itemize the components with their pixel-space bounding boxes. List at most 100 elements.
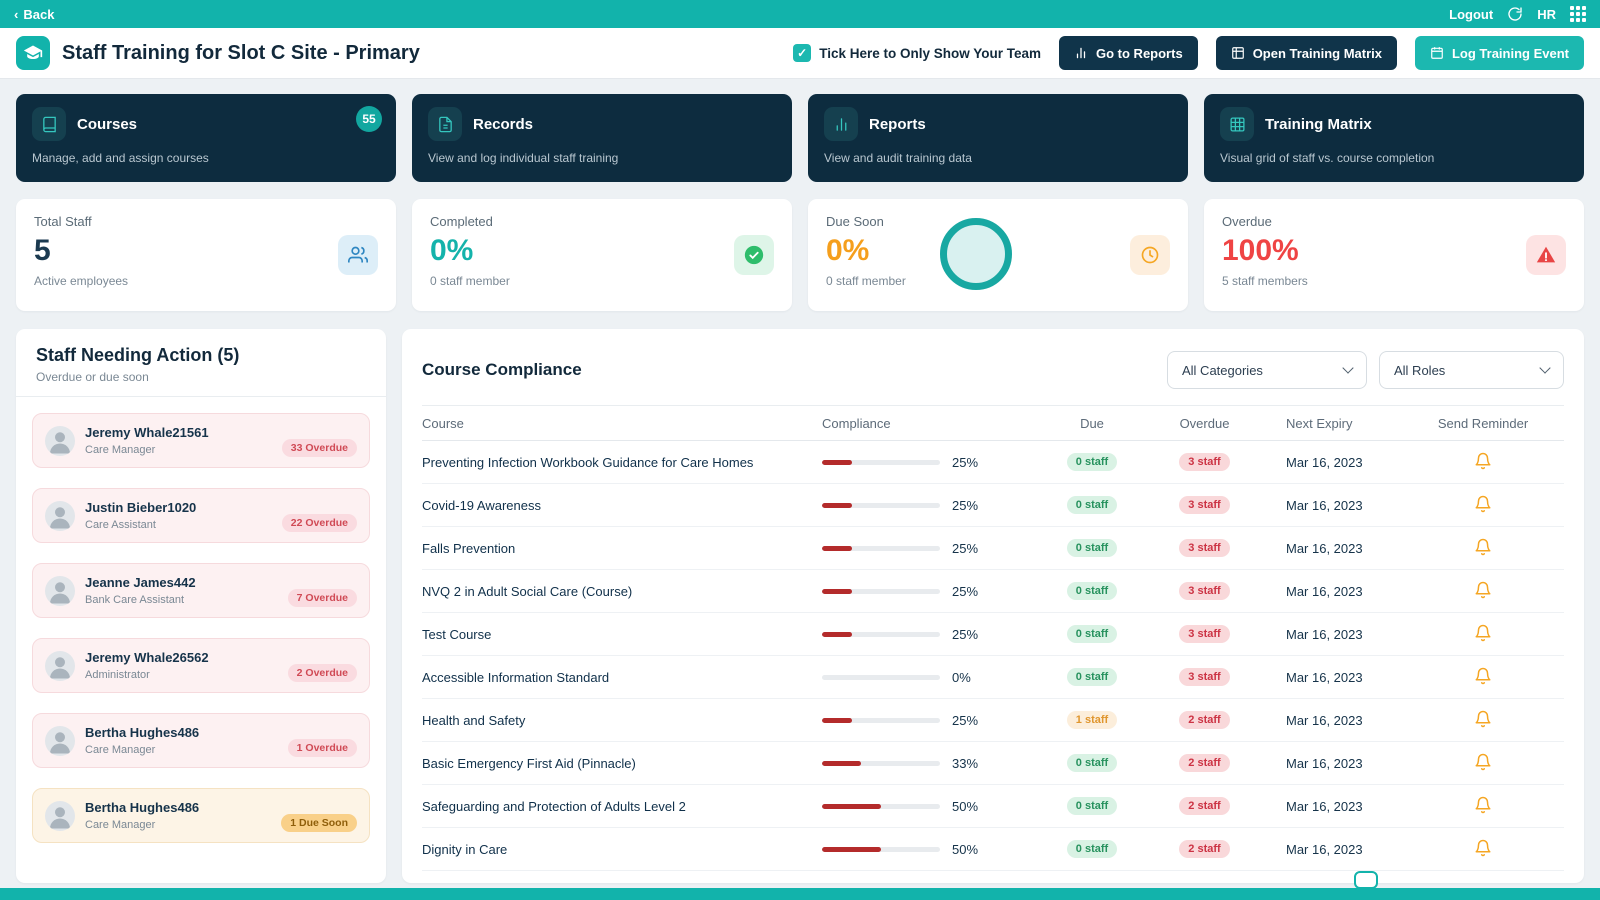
bottom-teal-bar[interactable] <box>0 888 1600 900</box>
nav-card-desc: View and audit training data <box>824 151 972 165</box>
send-reminder-bell-icon[interactable] <box>1474 753 1492 771</box>
due-badge: 1 staff <box>1066 711 1118 729</box>
table-row: Preventing Infection Workbook Guidance f… <box>422 441 1564 484</box>
overdue-badge: 2 staff <box>1179 711 1230 729</box>
graduation-cap-icon <box>16 36 50 70</box>
course-name-link[interactable]: Accessible Information Standard <box>422 669 610 685</box>
stat-sub: 0 staff member <box>430 274 510 288</box>
stat-value: 100% <box>1222 234 1299 267</box>
hr-label[interactable]: HR <box>1537 6 1556 22</box>
overdue-badge: 3 staff <box>1179 453 1230 471</box>
stat-label: Overdue <box>1222 214 1272 229</box>
chevron-left-icon: ‹ <box>14 6 19 22</box>
col-course: Course <box>422 415 464 431</box>
due-badge: 0 staff <box>1066 453 1118 471</box>
table-row: Basic Emergency First Aid (Pinnacle) 33%… <box>422 742 1564 785</box>
back-label: Back <box>23 6 55 22</box>
categories-filter-select[interactable]: All Categories <box>1167 351 1367 389</box>
nav-card-title: Training Matrix <box>1265 115 1372 133</box>
next-expiry-date: Mar 16, 2023 <box>1286 583 1363 599</box>
course-name-link[interactable]: Covid-19 Awareness <box>422 497 541 513</box>
staff-action-item[interactable]: Jeremy Whale26562 Administrator 2 Overdu… <box>32 638 370 693</box>
table-row: Test Course 25% 0 staff 3 staff Mar 16, … <box>422 613 1564 656</box>
course-name-link[interactable]: NVQ 2 in Adult Social Care (Course) <box>422 583 633 599</box>
send-reminder-bell-icon[interactable] <box>1474 581 1492 599</box>
staff-role: Care Assistant <box>85 519 156 531</box>
nav-card-courses[interactable]: Courses Manage, add and assign courses 5… <box>16 94 396 182</box>
checkbox-checked-icon: ✓ <box>793 44 812 62</box>
send-reminder-bell-icon[interactable] <box>1474 495 1492 513</box>
compliance-bar <box>822 803 940 809</box>
due-badge: 0 staff <box>1066 582 1118 600</box>
grid-icon <box>1220 107 1254 141</box>
send-reminder-bell-icon[interactable] <box>1474 624 1492 642</box>
course-name-link[interactable]: Health and Safety <box>422 712 526 728</box>
send-reminder-bell-icon[interactable] <box>1474 710 1492 728</box>
overdue-badge: 3 staff <box>1179 668 1230 686</box>
compliance-bar <box>822 545 940 551</box>
stat-value: 0% <box>826 234 870 267</box>
staff-action-item[interactable]: Bertha Hughes486 Care Manager 1 Due Soon <box>32 788 370 843</box>
staff-role: Care Manager <box>85 444 156 456</box>
send-reminder-bell-icon[interactable] <box>1474 452 1492 470</box>
compliance-bar <box>822 631 940 637</box>
send-reminder-bell-icon[interactable] <box>1474 839 1492 857</box>
table-row: Safeguarding and Protection of Adults Le… <box>422 785 1564 828</box>
nav-card-title: Courses <box>77 115 138 133</box>
due-badge: 0 staff <box>1066 797 1118 815</box>
compliance-percent: 33% <box>952 755 979 771</box>
col-overdue: Overdue <box>1179 415 1230 431</box>
compliance-percent: 25% <box>952 712 979 728</box>
send-reminder-bell-icon[interactable] <box>1474 796 1492 814</box>
staff-name: Jeanne James442 <box>85 575 196 590</box>
nav-card-training-matrix[interactable]: Training Matrix Visual grid of staff vs.… <box>1204 94 1584 182</box>
table-header: Course Compliance Due Overdue Next Expir… <box>422 405 1564 441</box>
staff-status-badge: 1 Overdue <box>287 739 357 757</box>
staff-action-item[interactable]: Bertha Hughes486 Care Manager 1 Overdue <box>32 713 370 768</box>
stat-label: Total Staff <box>34 214 92 229</box>
avatar <box>45 800 75 831</box>
staff-panel-subtitle: Overdue or due soon <box>36 370 149 384</box>
course-name-link[interactable]: Falls Prevention <box>422 540 516 556</box>
table-row: Covid-19 Awareness 25% 0 staff 3 staff M… <box>422 484 1564 527</box>
staff-name: Jeremy Whale21561 <box>85 425 209 440</box>
staff-action-item[interactable]: Justin Bieber1020 Care Assistant 22 Over… <box>32 488 370 543</box>
staff-role: Administrator <box>85 669 150 681</box>
log-training-event-button[interactable]: Log Training Event <box>1414 36 1584 70</box>
overdue-badge: 2 staff <box>1179 754 1230 772</box>
table-body: Preventing Infection Workbook Guidance f… <box>422 441 1564 871</box>
open-training-matrix-button[interactable]: Open Training Matrix <box>1215 36 1397 70</box>
staff-status-badge: 2 Overdue <box>287 664 357 682</box>
stat-label: Due Soon <box>826 214 884 229</box>
go-to-reports-button[interactable]: Go to Reports <box>1059 36 1198 70</box>
logout-link[interactable]: Logout <box>1449 6 1494 22</box>
nav-card-reports[interactable]: Reports View and audit training data <box>808 94 1188 182</box>
course-name-link[interactable]: Test Course <box>422 626 492 642</box>
staff-list[interactable]: Jeremy Whale21561 Care Manager 33 Overdu… <box>16 397 386 883</box>
compliance-percent: 0% <box>952 669 971 685</box>
staff-action-item[interactable]: Jeremy Whale21561 Care Manager 33 Overdu… <box>32 413 370 468</box>
back-button[interactable]: ‹ Back <box>14 7 54 22</box>
staff-action-item[interactable]: Jeanne James442 Bank Care Assistant 7 Ov… <box>32 563 370 618</box>
apps-grid-icon[interactable] <box>1570 6 1586 22</box>
refresh-icon[interactable] <box>1507 6 1523 22</box>
roles-filter-select[interactable]: All Roles <box>1379 351 1564 389</box>
stat-sub: Active employees <box>34 274 129 288</box>
nav-card-records[interactable]: Records View and log individual staff tr… <box>412 94 792 182</box>
course-name-link[interactable]: Dignity in Care <box>422 841 508 857</box>
col-send-reminder: Send Reminder <box>1437 415 1529 431</box>
compliance-bar <box>822 846 940 852</box>
compliance-percent: 50% <box>952 841 979 857</box>
course-name-link[interactable]: Basic Emergency First Aid (Pinnacle) <box>422 755 636 771</box>
team-filter-checkbox[interactable]: ✓ Tick Here to Only Show Your Team <box>793 44 1041 62</box>
course-name-link[interactable]: Safeguarding and Protection of Adults Le… <box>422 798 686 814</box>
next-expiry-date: Mar 16, 2023 <box>1286 755 1363 771</box>
send-reminder-bell-icon[interactable] <box>1474 667 1492 685</box>
partial-widget-cutoff[interactable] <box>1354 871 1378 889</box>
send-reminder-bell-icon[interactable] <box>1474 538 1492 556</box>
book-icon <box>32 107 66 141</box>
table-row: Dignity in Care 50% 0 staff 2 staff Mar … <box>422 828 1564 871</box>
compliance-percent: 25% <box>952 497 979 513</box>
stat-card-overdue: Overdue 100% 5 staff members <box>1204 199 1584 311</box>
course-name-link[interactable]: Preventing Infection Workbook Guidance f… <box>422 454 754 470</box>
